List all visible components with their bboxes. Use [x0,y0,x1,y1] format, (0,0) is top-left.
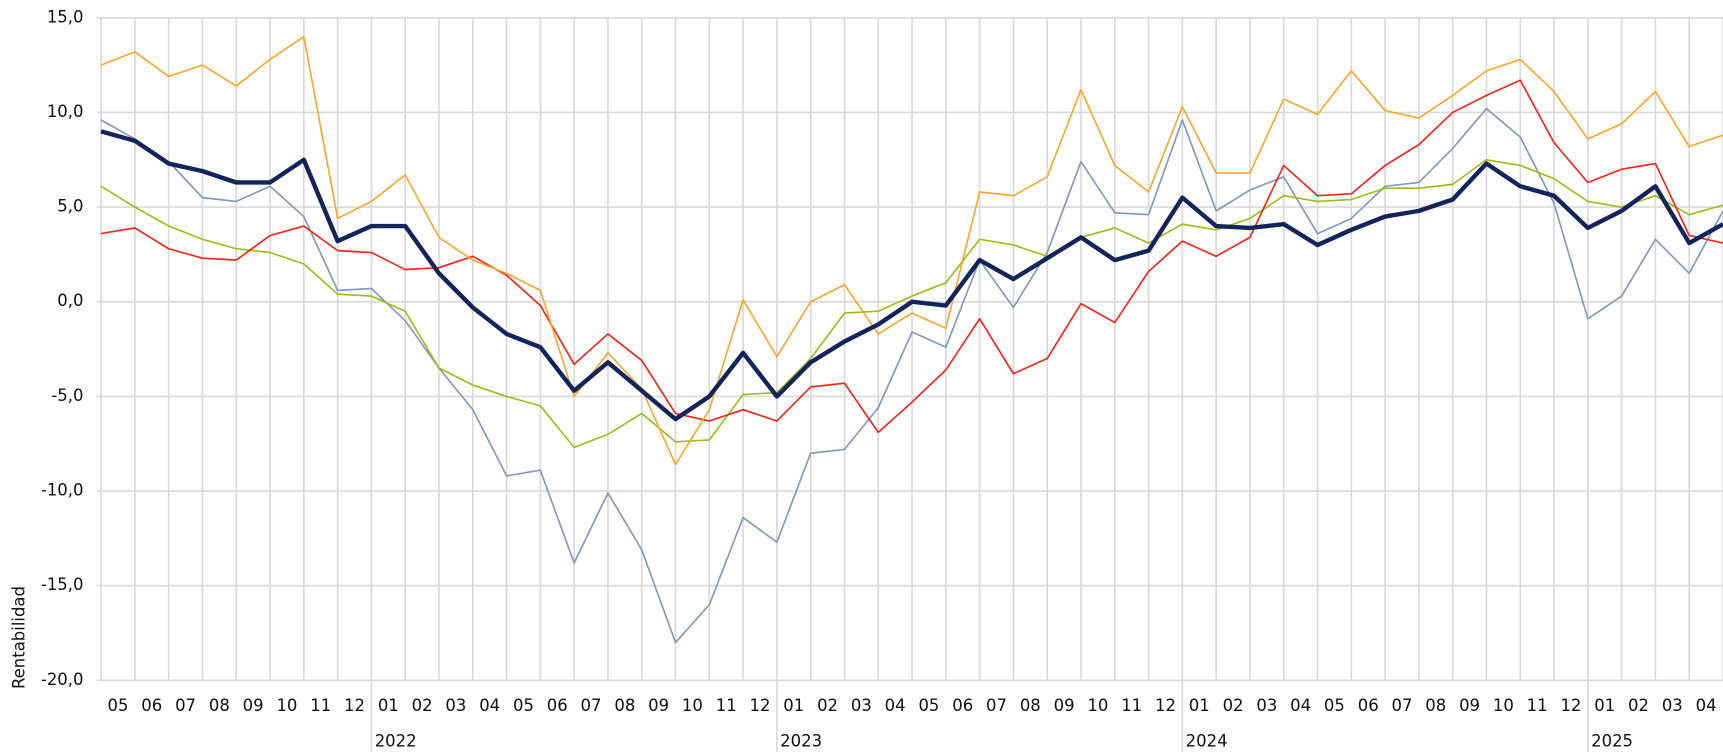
x-tick-label: 08 [1020,696,1041,715]
x-tick-label: 06 [1358,696,1379,715]
year-label: 2025 [1591,731,1633,750]
y-tick-label: -5,0 [51,386,83,405]
x-tick-label: 04 [1696,696,1717,715]
x-tick-label: 10 [276,696,297,715]
series-line [100,129,1723,422]
y-tick-label: -15,0 [41,575,84,594]
x-tick-label: 07 [986,696,1007,715]
x-tick-label: 12 [1155,696,1176,715]
x-tick-label: 03 [1662,696,1683,715]
x-tick-label: 09 [1054,696,1075,715]
x-tick-label: 02 [1628,696,1649,715]
x-tick-label: 07 [175,696,196,715]
x-tick-label: 12 [344,696,365,715]
x-tick-label: 08 [209,696,230,715]
x-tick-label: 12 [750,696,771,715]
series-line [100,158,1723,449]
x-tick-label: 04 [1290,696,1311,715]
x-tick-label: 10 [1493,696,1514,715]
x-tick-label: 06 [141,696,162,715]
year-label: 2023 [780,731,822,750]
x-tick-label: 09 [243,696,264,715]
y-tick-label: -20,0 [41,670,84,689]
x-tick-label: 08 [614,696,635,715]
x-tick-label: 01 [378,696,399,715]
y-tick-label: 5,0 [57,197,83,216]
x-tick-label: 07 [581,696,602,715]
x-tick-label: 07 [1392,696,1413,715]
x-tick-label: 06 [547,696,568,715]
x-tick-label: 10 [1087,696,1108,715]
x-tick-label: 01 [1594,696,1615,715]
series-line [100,79,1723,434]
series-line [100,35,1723,466]
x-tick-label: 12 [1560,696,1581,715]
x-tick-label: 11 [716,696,737,715]
x-tick-label: 02 [412,696,433,715]
x-tick-label: 09 [1459,696,1480,715]
y-tick-label: 10,0 [47,102,84,121]
year-label: 2022 [375,731,417,750]
y-tick-label: 15,0 [47,7,84,26]
x-tick-label: 04 [479,696,500,715]
y-tick-label: -10,0 [41,481,84,500]
y-axis-label: Rentabilidad [9,586,28,689]
x-tick-label: 11 [1121,696,1142,715]
y-tick-label: 0,0 [57,291,83,310]
x-tick-label: 05 [1324,696,1345,715]
x-tick-label: 01 [783,696,804,715]
x-tick-label: 06 [952,696,973,715]
x-tick-label: 03 [1256,696,1277,715]
year-label: 2024 [1186,731,1228,750]
x-tick-label: 11 [310,696,331,715]
x-tick-label: 05 [918,696,939,715]
series-line [100,107,1723,644]
x-tick-label: 08 [1425,696,1446,715]
x-tick-label: 11 [1527,696,1548,715]
x-tick-label: 05 [108,696,129,715]
x-tick-label: 03 [851,696,872,715]
x-tick-label: 05 [513,696,534,715]
x-tick-label: 10 [682,696,703,715]
x-tick-label: 02 [1223,696,1244,715]
x-tick-label: 04 [885,696,906,715]
x-tick-label: 02 [817,696,838,715]
x-tick-label: 03 [445,696,466,715]
x-tick-label: 01 [1189,696,1210,715]
x-tick-label: 09 [648,696,669,715]
